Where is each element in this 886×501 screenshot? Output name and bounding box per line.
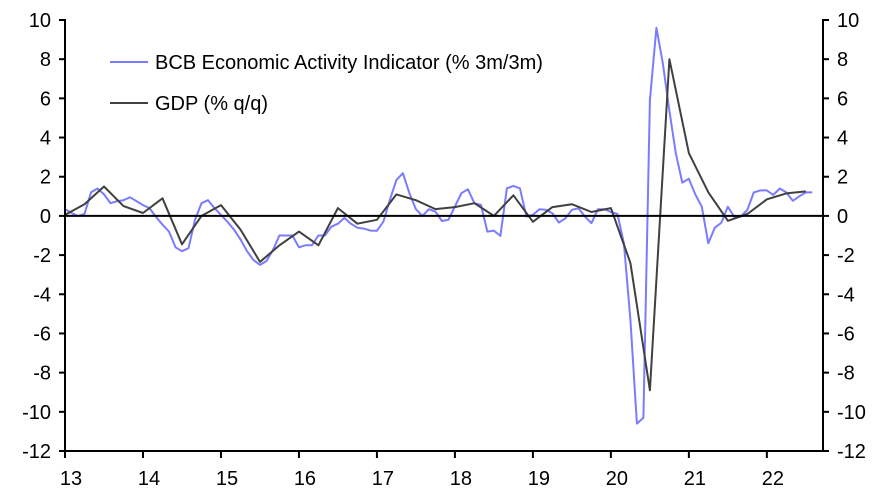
x-tick-label: 13 [60,468,82,490]
right-y-tick-label: 0 [837,206,848,228]
right-y-tick-label: -2 [837,245,855,267]
right-y-tick-label: -8 [837,363,855,385]
left-y-tick-label: 6 [40,88,51,110]
legend: BCB Economic Activity Indicator (% 3m/3m… [110,52,543,115]
left-y-tick-label: -10 [22,402,51,424]
x-tick-label: 17 [372,468,394,490]
right-y-tick-label: 6 [837,88,848,110]
x-tick-label: 22 [762,468,784,490]
right-y-tick-label: 2 [837,167,848,189]
left-y-tick-label: 0 [40,206,51,228]
right-y-tick-label: 8 [837,49,848,71]
x-tick-label: 21 [684,468,706,490]
left-y-tick-label: -6 [33,323,51,345]
right-y-tick-label: -6 [837,323,855,345]
left-y-tick-label: 8 [40,49,51,71]
series-line-gdp [64,58,806,392]
left-y-tick-label: -12 [22,441,51,463]
series-layer [64,26,813,425]
right-y-tick-label: -12 [837,441,866,463]
left-y-tick-label: -8 [33,363,51,385]
x-tick-label: 15 [216,468,238,490]
legend-label-bcb: BCB Economic Activity Indicator (% 3m/3m… [155,52,543,74]
x-tick-label: 19 [528,468,550,490]
series-line-bcb [64,26,813,425]
left-y-tick-label: 4 [40,128,51,150]
legend-label-gdp: GDP (% q/q) [155,93,268,115]
x-tick-label: 14 [138,468,160,490]
left-y-tick-label: 2 [40,167,51,189]
right-y-tick-label: -10 [837,402,866,424]
axes-layer: 10 108 86 64 42 20 0-2 -2-4 -4-6 -6-8 -8-10 -10-12-… [22,10,866,490]
x-tick-label: 20 [606,468,628,490]
x-tick-label: 18 [450,468,472,490]
x-tick-label: 16 [294,468,316,490]
left-y-tick-label: 10 [29,10,51,32]
left-y-tick-label: -4 [33,284,51,306]
right-y-tick-label: 10 [837,10,859,32]
right-y-tick-label: -4 [837,284,855,306]
right-y-tick-label: 4 [837,128,848,150]
left-y-tick-label: -2 [33,245,51,267]
